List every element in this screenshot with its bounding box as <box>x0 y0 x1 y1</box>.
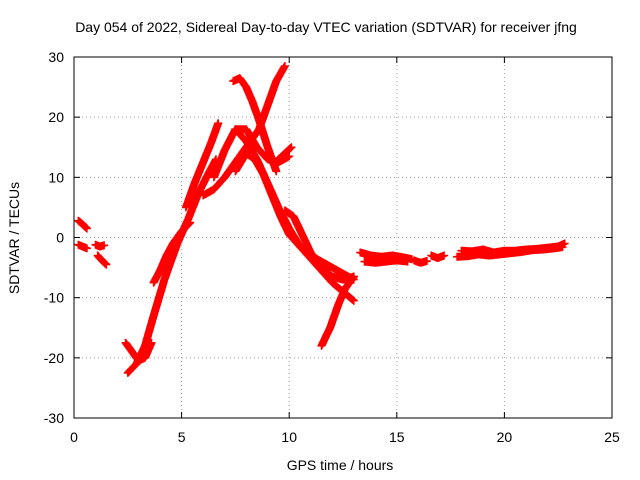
y-tick-label: -10 <box>44 290 64 306</box>
marker-trail <box>123 155 220 377</box>
axis-ticks: 0 5 10 15 20 25 -30 -20 -10 0 10 20 30 <box>44 49 620 445</box>
x-tick-label: 25 <box>604 429 620 445</box>
x-tick-label: 15 <box>389 429 405 445</box>
y-tick-label: -20 <box>44 350 64 366</box>
marker-trail <box>181 119 223 212</box>
series-arc-11 <box>274 143 296 164</box>
data-points <box>74 62 569 377</box>
marker-trail <box>410 256 431 267</box>
x-tick-label: 10 <box>281 429 297 445</box>
y-tick-label: 10 <box>48 169 64 185</box>
y-axis-label: SDTVAR / TECUs <box>6 182 22 294</box>
y-tick-label: 0 <box>56 230 64 246</box>
series-arc-15 <box>280 206 358 284</box>
series-arc-4 <box>93 251 111 269</box>
series-arc-3 <box>91 240 109 251</box>
x-tick-label: 5 <box>178 429 186 445</box>
chart-title: Day 054 of 2022, Sidereal Day-to-day VTE… <box>75 19 577 35</box>
x-tick-label: 20 <box>497 429 513 445</box>
series-arc-20 <box>427 251 449 262</box>
marker-trail <box>317 272 358 350</box>
grid <box>74 57 612 418</box>
series-arc-5 <box>123 155 220 377</box>
series-arc-6 <box>121 338 156 365</box>
marker-trail <box>149 218 195 287</box>
marker-trail <box>457 239 569 257</box>
y-tick-label: 20 <box>48 109 64 125</box>
marker-trail <box>93 251 111 269</box>
series-arc-7 <box>149 218 195 287</box>
marker-trail <box>280 206 358 284</box>
marker-trail <box>360 256 412 267</box>
x-tick-label: 0 <box>70 429 78 445</box>
marker-trail <box>274 143 296 164</box>
series-arc-2 <box>74 240 91 253</box>
marker-trail <box>229 74 281 176</box>
marker-trail <box>427 251 449 262</box>
series-arc-22 <box>457 239 569 257</box>
series-arc-19 <box>410 256 431 267</box>
series-arc-16 <box>317 272 358 350</box>
y-tick-label: 30 <box>48 49 64 65</box>
x-axis-label: GPS time / hours <box>287 457 394 473</box>
series-arc-1 <box>74 216 91 233</box>
marker-trail <box>91 240 109 251</box>
y-tick-label: -30 <box>44 410 64 426</box>
marker-trail <box>121 338 156 365</box>
marker-trail <box>74 216 91 233</box>
series-arc-18 <box>360 256 412 267</box>
series-arc-12 <box>229 74 281 176</box>
marker-trail <box>74 240 91 253</box>
series-arc-8 <box>181 119 223 212</box>
